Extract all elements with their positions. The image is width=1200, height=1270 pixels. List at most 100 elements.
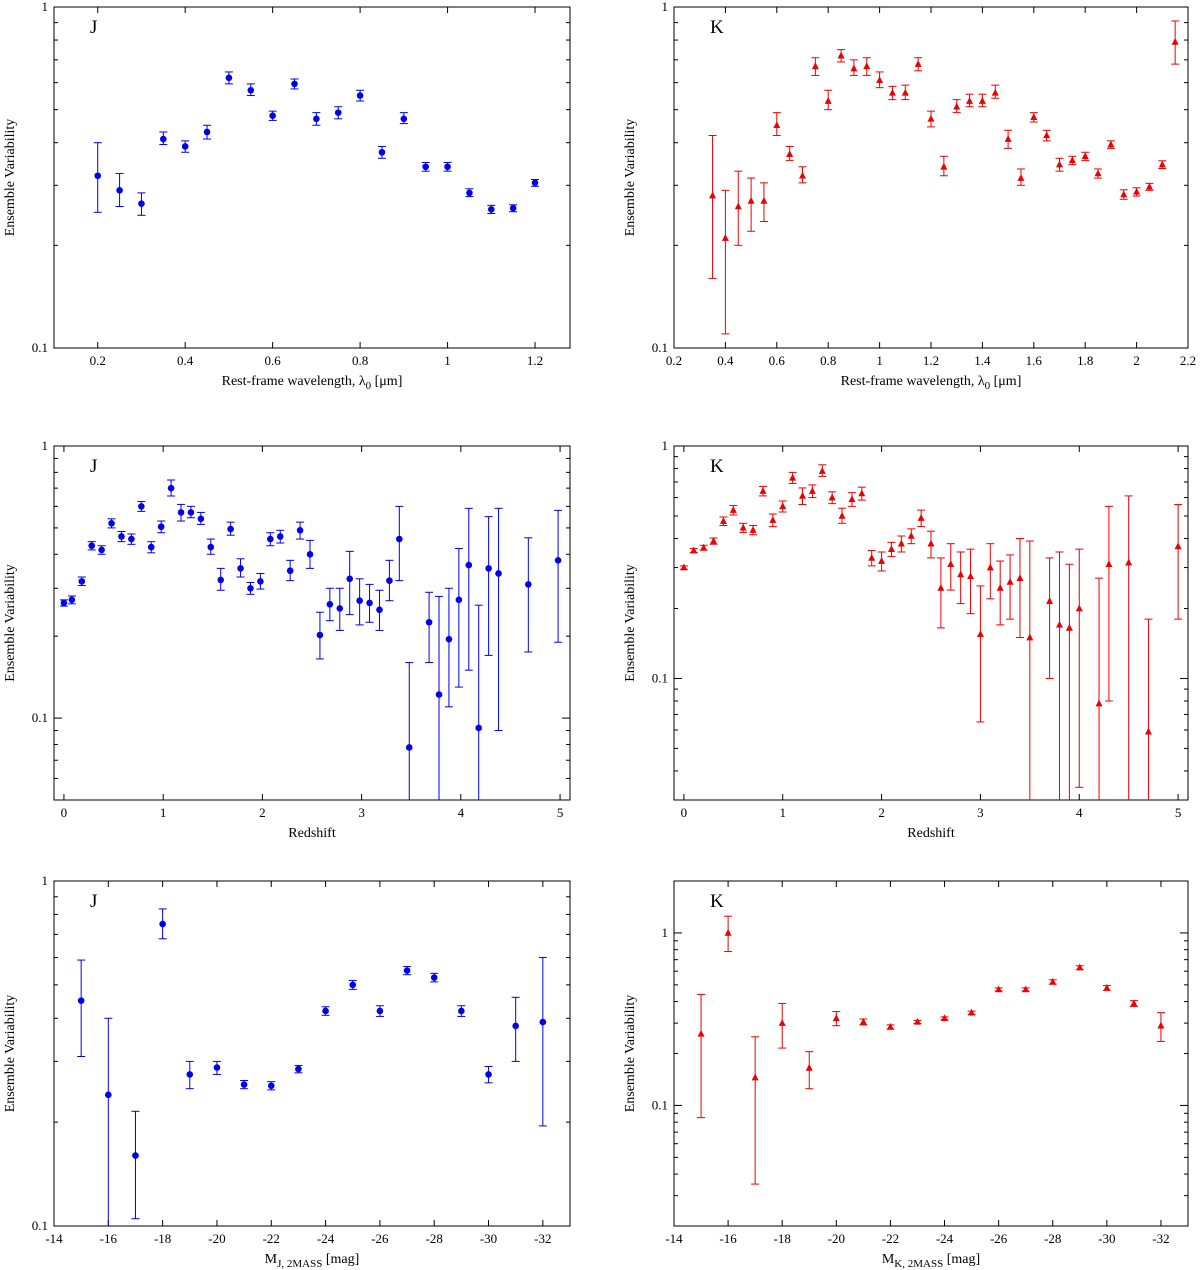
marker-triangle [729,506,737,513]
marker-circle [445,635,453,643]
x-tick-label: 1.8 [1077,353,1093,368]
data-point [286,559,295,582]
data-point [267,1081,276,1091]
data-point [306,539,315,569]
data-point [276,529,285,544]
marker-triangle [966,97,974,104]
data-point [724,915,733,953]
data-point [196,511,205,525]
marker-triangle [1107,140,1115,148]
marker-circle [128,535,135,543]
x-tick-label: 0.4 [177,353,194,368]
x-tick-label: 4 [458,805,465,820]
marker-circle [286,567,294,575]
panel-band-label: K [710,891,724,912]
y-tick-label: 1 [662,925,669,940]
marker-triangle [709,191,717,199]
data-point [1102,983,1111,991]
x-tick-label: -20 [208,1231,225,1246]
data-point [554,509,563,643]
y-axis-label: Ensemble Variability [3,564,18,682]
data-point [216,567,225,591]
x-tick-label: 0.6 [265,353,282,368]
data-point [996,560,1005,626]
data-point [1016,168,1025,186]
data-point [917,509,926,528]
data-point [679,563,688,571]
marker-triangle [991,88,999,96]
data-point [315,611,324,660]
data-point [385,559,394,602]
marker-triangle [1158,160,1166,168]
marker-triangle [996,583,1004,591]
data-point [186,505,195,519]
marker-circle [366,599,373,607]
marker-circle [147,543,155,551]
x-tick-label: 2 [878,805,885,820]
data-point [967,1008,976,1016]
x-tick-label: 0.8 [820,353,836,368]
data-point [936,557,945,629]
x-tick-label: -26 [990,1231,1008,1246]
data-point [976,585,985,723]
x-tick-label: 0.4 [717,353,734,368]
data-point [77,959,86,1057]
marker-circle [349,981,357,989]
marker-circle [512,1022,519,1030]
marker-circle [181,143,189,150]
data-point [785,145,794,161]
marker-triangle [976,630,984,638]
marker-circle [376,1007,384,1015]
data-point [457,1005,466,1017]
marker-triangle [799,491,806,499]
marker-triangle [859,1017,867,1025]
data-point [758,485,767,497]
x-tick-label: 1.6 [1026,353,1043,368]
data-point [435,595,444,800]
marker-circle [257,578,264,585]
marker-triangle [850,64,858,72]
marker-circle [269,112,276,119]
marker-triangle [941,1014,949,1022]
marker-triangle [1016,574,1024,581]
data-point [474,604,483,800]
marker-circle [458,1007,465,1015]
data-point [966,548,975,615]
marker-triangle [1130,999,1138,1007]
marker-triangle [888,88,896,96]
data-point [290,78,299,90]
data-point [798,166,807,184]
marker-triangle [968,1008,976,1016]
chart-panel-j_wavelength: 0.2 0.4 0.6 0.8 1 1.2 0.1 1 J Rest-frame waveleng… [3,0,571,392]
marker-circle [466,189,473,197]
data-point [1156,1012,1165,1042]
data-point [991,84,1000,99]
data-point [137,192,146,216]
data-point [181,140,190,153]
marker-circle [531,179,539,187]
marker-triangle [1171,37,1179,45]
data-point [1004,129,1013,149]
x-axis-label: MJ, 2MASS [mag] [265,1252,360,1270]
marker-circle [554,557,562,564]
marker-triangle [1004,135,1012,142]
data-point [104,1017,113,1226]
data-point [927,530,935,559]
marker-triangle [1056,620,1063,628]
marker-circle [539,1018,547,1026]
y-tick-label: 1 [662,0,669,14]
marker-circle [313,115,320,123]
data-point [203,124,212,140]
marker-circle [386,577,393,584]
data-point [524,537,533,653]
data-point [345,550,354,616]
marker-triangle [1056,160,1063,168]
data-point [127,533,136,545]
data-point [1145,182,1154,191]
data-point [811,57,820,76]
data-point [940,1014,949,1022]
y-tick-label: 0.1 [652,1097,668,1112]
marker-circle [336,605,344,612]
data-point [901,84,910,101]
